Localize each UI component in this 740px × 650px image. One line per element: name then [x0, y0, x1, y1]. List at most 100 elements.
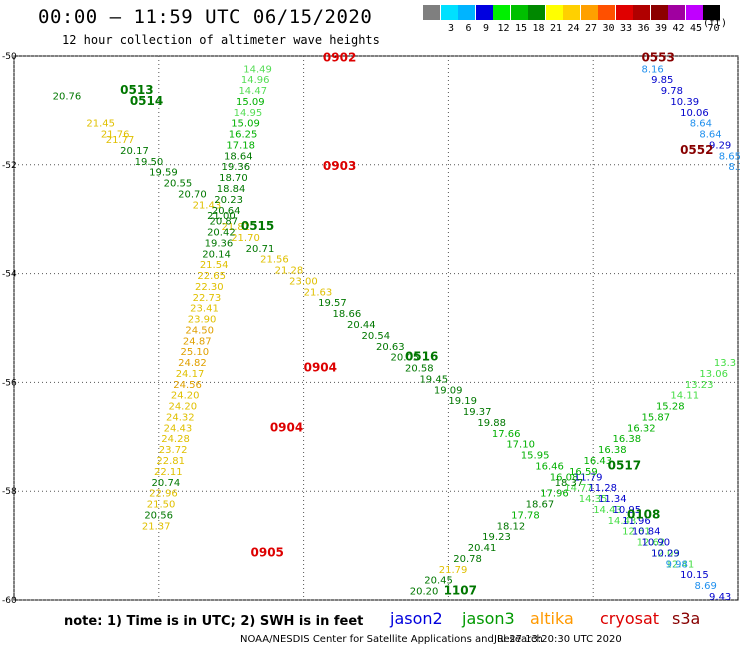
wave-height-value: 9.43	[709, 592, 731, 603]
lat-tick-label: -52	[2, 161, 17, 171]
wave-height-value: 11.79	[574, 472, 603, 483]
legend-label: 12	[497, 23, 510, 34]
wave-height-value: 11.28	[588, 483, 617, 494]
legend-label: 70	[707, 23, 720, 34]
wave-height-value: 16.38	[598, 445, 627, 456]
wave-height-map: -120-117-114-111-108-105-50-52-54-56-58-…	[2, 50, 740, 606]
wave-height-value: 20.70	[178, 189, 207, 200]
satellite-jason3: jason3	[462, 609, 515, 628]
wave-height-value: 19.23	[482, 532, 511, 543]
legend-swatch	[475, 5, 493, 20]
satellite-jason2: jason2	[390, 609, 443, 628]
wave-height-value: 19.88	[477, 418, 506, 429]
wave-height-value: 17.18	[226, 140, 255, 151]
wave-height-value: 23.90	[188, 315, 217, 326]
wave-height-value: 20.71	[246, 244, 275, 255]
wave-height-value: 21.28	[275, 266, 304, 277]
wave-height-value: 21.54	[200, 260, 229, 271]
wave-height-value: 13.06	[699, 369, 728, 380]
wave-height-value: 23.00	[289, 276, 318, 287]
legend-swatch	[510, 5, 528, 20]
wave-height-value: 19.09	[434, 385, 463, 396]
legend-label: 21	[549, 23, 563, 34]
wave-height-value: 17.78	[511, 510, 540, 521]
wave-height-value: 14.43	[608, 516, 637, 527]
legend-swatch	[598, 5, 615, 20]
legend-label: 27	[584, 23, 598, 34]
wave-height-value: 18.37	[555, 478, 584, 489]
legend-swatch	[633, 5, 650, 20]
pass-label: 1107	[444, 584, 477, 598]
wave-height-value: 12.03	[651, 548, 680, 559]
pass-label: 0904	[304, 361, 337, 375]
wave-height-value: 21.76	[101, 130, 130, 141]
legend-label: 24	[567, 23, 580, 34]
pass-label: 0515	[241, 219, 274, 233]
wave-height-value: 21.82	[222, 222, 251, 233]
pass-label: 0514	[130, 94, 163, 108]
wave-height-value: 18.66	[333, 309, 362, 320]
lat-tick-label: -50	[2, 52, 17, 62]
legend-label: 36	[637, 23, 650, 34]
wave-height-value: 19.45	[419, 374, 448, 385]
wave-height-value: 9.85	[651, 75, 673, 86]
wave-height-value: 9.98	[666, 559, 688, 570]
gridlines	[13, 55, 739, 601]
pass-label: 0553	[641, 50, 674, 64]
wave-height-value: 15.28	[656, 402, 685, 413]
legend-label: 39	[654, 23, 668, 34]
legend-swatch	[423, 5, 440, 20]
wave-height-value: 10.29	[651, 548, 680, 559]
wave-height-value: 8.16	[641, 64, 663, 75]
pass-label: 0902	[323, 50, 356, 64]
wave-height-value: 20.76	[53, 92, 82, 103]
legend-swatch	[615, 5, 633, 20]
wave-height-value: 14.77	[564, 483, 593, 494]
wave-height-value: 20.05	[390, 353, 419, 364]
wave-height-value: 21.70	[231, 233, 260, 244]
wave-height-value: 10.15	[680, 570, 709, 581]
wave-height-value: 22.81	[156, 456, 185, 467]
legend-swatch	[650, 5, 668, 20]
wave-height-value: 20.42	[207, 228, 236, 239]
wave-height-value: 25.10	[181, 347, 210, 358]
wave-height-value: 20.55	[164, 179, 193, 190]
wave-height-value: 20.56	[144, 510, 173, 521]
wave-height-value: 11.96	[622, 516, 651, 527]
pass-label: 0905	[251, 545, 284, 559]
wave-height-value: 21.79	[439, 565, 468, 576]
wave-height-value: 24.50	[185, 325, 214, 336]
wave-height-value: 10.90	[641, 538, 670, 549]
satellite-cryosat: cryosat	[600, 609, 660, 628]
legend-label: 15	[514, 23, 528, 34]
pass-label: 0903	[323, 159, 356, 173]
wave-height-value: 14.11	[670, 391, 699, 402]
wave-height-value: 22.65	[197, 271, 226, 282]
wave-height-value: 24.32	[166, 412, 195, 423]
footer: note: 1) Time is in UTC; 2) SWH is in fe…	[0, 606, 740, 650]
credit-line: NOAA/NESDIS Center for Satellite Applica…	[240, 634, 543, 645]
wave-height-value: 10.95	[613, 505, 642, 516]
legend-label: 18	[532, 23, 545, 34]
wave-height-value: 19.36	[222, 162, 251, 173]
wave-height-value: 10.06	[680, 108, 709, 119]
render-timestamp: Jul 27 13:20:30 UTC 2020	[494, 634, 622, 645]
wave-height-value: 15.09	[236, 97, 265, 108]
wave-height-value: 23.41	[190, 304, 219, 315]
pass-label: 0108	[627, 507, 660, 521]
wave-height-value: 22.73	[193, 293, 222, 304]
pass-label: 0513	[120, 83, 153, 97]
wave-height-value: 21.43	[193, 200, 222, 211]
wave-height-value: 21.63	[304, 287, 333, 298]
wave-height-value: 18.84	[217, 184, 246, 195]
lat-tick-label: -56	[2, 378, 17, 388]
wave-height-value: 24.43	[164, 423, 193, 434]
wave-height-value: 16.38	[613, 434, 642, 445]
wave-height-value: 19.37	[463, 407, 492, 418]
wave-height-value: 20.64	[212, 206, 241, 217]
legend-label: 9	[482, 23, 490, 34]
wave-height-value: 20.41	[468, 543, 497, 554]
wave-height-value: 18.67	[526, 500, 555, 511]
wave-height-value: 24.87	[183, 336, 212, 347]
wave-height-value: 15.09	[231, 119, 260, 130]
